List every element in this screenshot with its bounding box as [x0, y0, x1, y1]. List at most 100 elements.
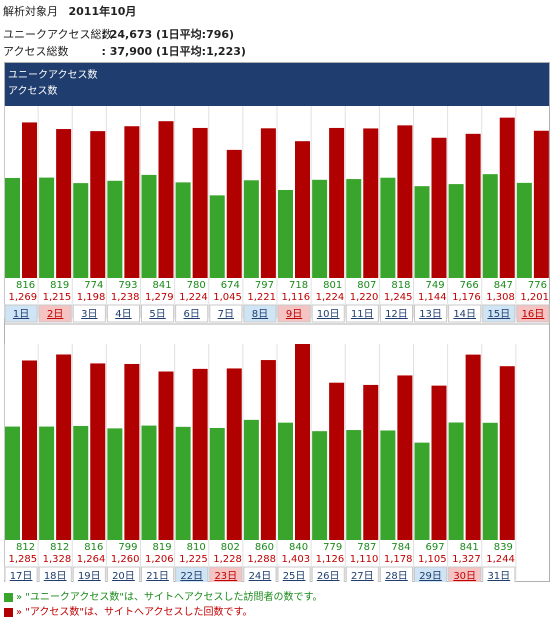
day-cell — [414, 304, 448, 323]
unique-data-label: 774 — [84, 280, 103, 291]
access-bar — [499, 366, 515, 540]
access-bar — [465, 133, 481, 278]
day-label: 21日 — [146, 571, 169, 582]
unique-data-label: 787 — [357, 542, 376, 553]
unique-bar — [39, 177, 55, 278]
day-label: 2日 — [47, 309, 63, 320]
access-bar — [226, 149, 242, 278]
unique-data-label: 816 — [16, 280, 35, 291]
access-data-label: 1,288 — [247, 554, 276, 565]
access-total-value: : 37,900 (1日平均:1,223) — [101, 45, 246, 58]
unique-bar — [5, 177, 20, 278]
unique-bar — [243, 180, 259, 278]
access-data-label: 1,327 — [452, 554, 481, 565]
unique-data-label: 840 — [289, 542, 308, 553]
unique-data-label: 841 — [460, 542, 479, 553]
unique-bar — [346, 430, 362, 540]
access-bar — [22, 360, 37, 540]
day-label: 9日 — [286, 309, 302, 320]
unique-data-label: 797 — [255, 280, 274, 291]
access-bar — [260, 128, 276, 278]
unique-data-label: 841 — [153, 280, 172, 291]
access-bar — [124, 363, 140, 540]
unique-bar — [141, 425, 157, 540]
day-label: 8日 — [252, 309, 268, 320]
unique-bar — [448, 184, 464, 278]
unique-data-label: 779 — [323, 542, 342, 553]
access-data-label: 1,201 — [520, 292, 549, 303]
unique-bar — [141, 174, 157, 278]
access-data-label: 1,328 — [43, 554, 72, 565]
unique-bar — [312, 179, 328, 278]
period-value: 2011年10月 — [68, 5, 137, 18]
day-label: 17日 — [10, 571, 33, 582]
unique-bar — [73, 183, 89, 278]
day-label: 11日 — [351, 309, 374, 320]
access-bar — [260, 360, 276, 540]
unique-bar — [175, 426, 191, 540]
access-bar — [499, 117, 515, 278]
day-cell — [106, 304, 140, 323]
unique-bar — [209, 195, 225, 278]
day-label: 12日 — [385, 309, 408, 320]
day-cell — [175, 304, 209, 323]
day-label: 29日 — [419, 571, 442, 582]
access-data-label: 1,403 — [281, 554, 310, 565]
day-label: 18日 — [44, 571, 67, 582]
access-data-label: 1,110 — [350, 554, 379, 565]
unique-data-label: 818 — [391, 280, 410, 291]
access-data-label: 1,238 — [111, 292, 140, 303]
day-label: 27日 — [351, 571, 374, 582]
day-label: 6日 — [184, 309, 200, 320]
unique-data-label: 749 — [426, 280, 445, 291]
day-cell — [4, 304, 38, 323]
access-bar — [192, 368, 208, 540]
legend: » "ユニークアクセス数"は、サイトへアクセスした訪問者の数です。 » "アクセ… — [4, 590, 550, 620]
unique-bar — [107, 180, 123, 278]
day-label: 31日 — [487, 571, 510, 582]
access-bar — [329, 382, 345, 540]
access-data-label: 1,244 — [486, 554, 515, 565]
day-cell — [38, 304, 72, 323]
day-cell — [141, 304, 175, 323]
unique-bar — [209, 427, 225, 540]
unique-bar — [5, 426, 20, 540]
access-data-label: 1,245 — [384, 292, 413, 303]
summary-header: 解析対象月 2011年10月 ユニークアクセス総数 : 24,673 (1日平均… — [3, 3, 553, 60]
red-square-icon — [4, 607, 13, 617]
unique-bar — [414, 186, 430, 278]
access-data-label: 1,198 — [77, 292, 106, 303]
day-cell — [209, 304, 243, 323]
access-total-label: アクセス総数 — [3, 45, 69, 58]
day-cell — [277, 304, 311, 323]
day-label: 7日 — [218, 309, 234, 320]
unique-bar — [380, 430, 396, 540]
unique-data-label: 697 — [426, 542, 445, 553]
access-bar — [465, 354, 481, 540]
unique-data-label: 819 — [50, 280, 69, 291]
unique-data-label: 784 — [391, 542, 410, 553]
day-label: 4日 — [115, 309, 131, 320]
unique-data-label: 793 — [118, 280, 137, 291]
access-bar — [226, 368, 242, 540]
access-bar — [397, 375, 413, 540]
day-label: 10日 — [317, 309, 340, 320]
unique-bar — [448, 422, 464, 540]
day-label: 19日 — [78, 571, 101, 582]
day-cell — [516, 304, 550, 323]
day-cell — [345, 304, 379, 323]
access-data-label: 1,228 — [213, 554, 242, 565]
day-label: 15日 — [487, 309, 510, 320]
unique-total-value: : 24,673 (1日平均:796) — [101, 28, 235, 41]
access-bar — [56, 354, 72, 540]
unique-data-label: 802 — [221, 542, 240, 553]
access-bar — [158, 371, 174, 540]
unique-data-label: 674 — [221, 280, 240, 291]
legend-banner — [4, 62, 550, 106]
access-data-label: 1,220 — [350, 292, 379, 303]
access-data-label: 1,221 — [247, 292, 276, 303]
unique-bar — [414, 442, 430, 540]
unique-bar — [39, 426, 55, 540]
access-data-label: 1,260 — [111, 554, 140, 565]
day-label: 1日 — [13, 309, 29, 320]
